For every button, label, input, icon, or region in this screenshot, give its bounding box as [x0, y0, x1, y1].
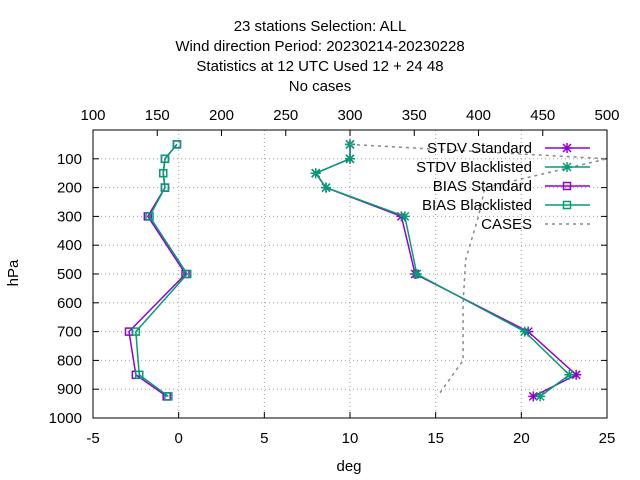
data-point [310, 168, 321, 179]
legend-swatch-marker [562, 143, 572, 153]
data-point [158, 168, 168, 178]
data-point [160, 183, 170, 192]
x-tick-label: -5 [86, 430, 99, 447]
series-line [349, 143, 607, 397]
data-point [131, 327, 141, 336]
data-point [535, 391, 546, 402]
series-bias-blacklisted [131, 140, 192, 401]
x-tick-label: 10 [342, 430, 359, 447]
title-line-2: Wind direction Period: 20230214-20230228 [175, 38, 465, 55]
axes: -5 0 5 10 15 20 25 100 200 300 400 500 600 700 800 900 1… [49, 107, 620, 447]
y-tick-label: 1000 [49, 410, 82, 427]
plot-area [124, 139, 607, 402]
data-point [411, 269, 422, 279]
series-line [135, 143, 189, 398]
data-point [182, 269, 192, 279]
legend-label: BIAS Blacklisted [422, 197, 532, 214]
y-tick-label: 300 [57, 208, 82, 225]
x2-tick-label: 350 [402, 107, 427, 124]
y-tick-label: 500 [57, 266, 82, 283]
x2-tick-label: 250 [273, 107, 298, 124]
x2-tick-label: 300 [337, 107, 362, 124]
legend-label: STDV Blacklisted [416, 159, 532, 176]
y-axis-label: hPa [5, 259, 22, 286]
data-point [528, 391, 539, 402]
x2-tick-label: 200 [209, 107, 234, 124]
legend-label: CASES [481, 216, 532, 233]
title-line-4: No cases [288, 78, 352, 95]
x-tick-label: 20 [513, 430, 530, 447]
x2-tick-label: 100 [80, 107, 105, 124]
legend-label: STDV Standard [427, 140, 532, 157]
series-bias-standard [124, 140, 190, 401]
series-cases [349, 143, 607, 397]
legend-label: BIAS Standard [433, 178, 532, 195]
data-point [145, 212, 154, 221]
legend: STDV Standard STDV Blacklisted BIAS Standa… [416, 140, 590, 233]
x-tick-label: 15 [427, 430, 444, 447]
title-line-1: 23 stations Selection: ALL [233, 18, 407, 35]
grid [93, 130, 607, 418]
x-tick-label: 25 [599, 430, 616, 447]
y-tick-label: 700 [57, 324, 82, 341]
data-point [321, 182, 332, 193]
data-point [172, 140, 182, 149]
y-tick-label: 900 [57, 381, 82, 398]
y-tick-label: 800 [57, 352, 82, 369]
x2-tick-label: 450 [530, 107, 555, 124]
data-point [345, 153, 355, 164]
x2-tick-label: 500 [594, 107, 619, 124]
x2-tick-label: 400 [466, 107, 491, 124]
title-line-3: Statistics at 12 UTC Used 12 + 24 48 [196, 58, 444, 75]
y-tick-label: 100 [57, 151, 82, 168]
legend-swatch-marker [562, 200, 572, 210]
x-tick-label: 0 [174, 430, 182, 447]
legend-swatch-marker [562, 162, 572, 172]
y-tick-label: 200 [57, 180, 82, 197]
x-axis-label: deg [336, 458, 361, 475]
data-point [164, 392, 173, 401]
data-point [519, 326, 530, 337]
legend-swatch-marker [562, 181, 572, 191]
data-point [160, 154, 170, 164]
y-tick-label: 600 [57, 295, 82, 312]
plot-frame [92, 129, 608, 419]
data-point [399, 211, 410, 222]
y-tick-label: 400 [57, 237, 82, 254]
data-point [571, 369, 582, 380]
data-point [135, 370, 144, 380]
data-point [564, 369, 575, 380]
x2-tick-label: 150 [145, 107, 170, 124]
x-tick-label: 5 [260, 430, 268, 447]
